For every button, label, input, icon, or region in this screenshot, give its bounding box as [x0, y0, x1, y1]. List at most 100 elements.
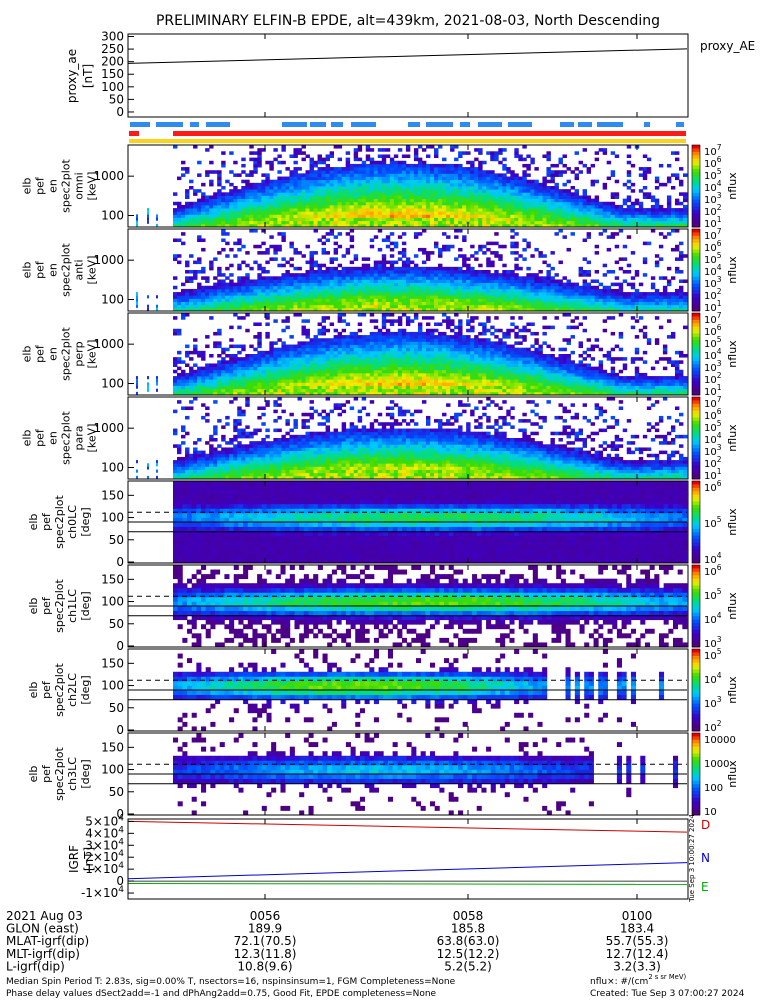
- heatmap-cell: [674, 208, 680, 212]
- heatmap-cell: [377, 217, 383, 222]
- heatmap-cell: [466, 176, 471, 181]
- heatmap-cell: [430, 301, 435, 306]
- heatmap-cell: [173, 376, 178, 380]
- heatmap-cell: [582, 195, 588, 200]
- heatmap-cell: [466, 295, 471, 299]
- heatmap-cell: [658, 232, 664, 236]
- heatmap-cell: [470, 217, 475, 222]
- heatmap-cell: [417, 176, 423, 181]
- heatmap-cell: [470, 204, 475, 209]
- heatmap-cell: [610, 208, 616, 212]
- heatmap-cell: [542, 186, 547, 190]
- heatmap-cell: [245, 382, 250, 386]
- heatmap-cell: [682, 208, 688, 212]
- heatmap-cell: [281, 214, 286, 218]
- heatmap-cell: [510, 214, 515, 218]
- heatmap-cell: [305, 192, 310, 196]
- heatmap-cell: [177, 379, 182, 383]
- heatmap-cell: [377, 198, 383, 203]
- heatmap-cell: [514, 154, 519, 159]
- heatmap-cell: [281, 357, 286, 361]
- heatmap-cell: [413, 173, 419, 177]
- heatmap-cell: [454, 186, 459, 190]
- colorbar-cell: [692, 532, 700, 537]
- heatmap-cell: [369, 167, 375, 171]
- heatmap-cell: [530, 304, 535, 309]
- heatmap-cell: [269, 214, 274, 218]
- heatmap-cell: [670, 295, 676, 299]
- heatmap-cell: [325, 292, 331, 296]
- colorbar-cell: [692, 756, 700, 761]
- heatmap-cell: [197, 214, 202, 218]
- heatmap-cell: [430, 217, 435, 222]
- heatmap-cell: [614, 276, 620, 280]
- heatmap-cell: [417, 170, 423, 174]
- heatmap-cell: [518, 285, 523, 290]
- heatmap-cell: [341, 279, 347, 284]
- heatmap-cell: [430, 176, 435, 181]
- heatmap-cell: [421, 273, 427, 277]
- heatmap-cell: [241, 179, 246, 184]
- heatmap-cell: [281, 369, 286, 374]
- heatmap-cell: [241, 208, 246, 212]
- heatmap-cell: [446, 295, 451, 299]
- colorbar-cell: [692, 575, 700, 580]
- heatmap-cell: [506, 273, 511, 277]
- heatmap-cell: [361, 170, 367, 174]
- heatmap-cell: [241, 192, 246, 196]
- heatmap-cell: [397, 217, 403, 222]
- heatmap-cell: [369, 273, 375, 277]
- heatmap-cell: [542, 285, 547, 290]
- heatmap-cell: [285, 189, 290, 193]
- heatmap-cell: [506, 192, 511, 196]
- heatmap-cell: [638, 223, 644, 228]
- heatmap-cell: [233, 313, 238, 317]
- heatmap-cell: [578, 204, 583, 209]
- heatmap-cell: [506, 214, 511, 218]
- heatmap-cell: [626, 160, 632, 165]
- heatmap-cell: [626, 223, 632, 228]
- heatmap-cell: [438, 179, 443, 184]
- heatmap-cell: [189, 186, 194, 190]
- heatmap-cell: [397, 223, 403, 228]
- heatmap-cell: [345, 360, 351, 364]
- heatmap-cell: [249, 279, 254, 284]
- heatmap-cell: [353, 214, 359, 218]
- heatmap-cell: [333, 279, 339, 284]
- heatmap-cell: [253, 229, 258, 233]
- heatmap-cell: [650, 307, 656, 312]
- colorbar-cell: [692, 448, 700, 453]
- heatmap-cell: [249, 198, 254, 203]
- heatmap-cell: [666, 295, 672, 299]
- heatmap-cell: [405, 145, 411, 149]
- heatmap-cell: [502, 163, 507, 168]
- heatmap-cell: [470, 186, 475, 190]
- heatmap-cell: [425, 163, 431, 168]
- heatmap-cell: [646, 170, 652, 174]
- heatmap-cell: [197, 307, 202, 312]
- heatmap-cell: [273, 347, 278, 352]
- heatmap-cell: [554, 182, 559, 187]
- heatmap-cell: [389, 195, 395, 200]
- heatmap-cell: [185, 195, 190, 200]
- heatmap-cell: [486, 263, 491, 268]
- heatmap-cell: [357, 285, 363, 290]
- heatmap-cell: [602, 307, 608, 312]
- heatmap-cell: [265, 189, 270, 193]
- heatmap-cell: [249, 182, 254, 187]
- heatmap-cell: [405, 223, 411, 228]
- heatmap-cell: [345, 295, 351, 299]
- heatmap-cell: [393, 295, 399, 299]
- heatmap-cell: [562, 282, 567, 287]
- heatmap-cell: [217, 179, 222, 184]
- heatmap-cell: [269, 382, 274, 386]
- heatmap-cell: [313, 382, 318, 386]
- heatmap-cell: [309, 223, 314, 228]
- heatmap-cell: [301, 307, 306, 312]
- heatmap-cell: [614, 298, 620, 302]
- heatmap-cell: [642, 304, 648, 309]
- heatmap-cell: [357, 279, 363, 284]
- heatmap-cell: [662, 276, 668, 280]
- heatmap-cell: [526, 208, 531, 212]
- heatmap-cell: [389, 160, 395, 165]
